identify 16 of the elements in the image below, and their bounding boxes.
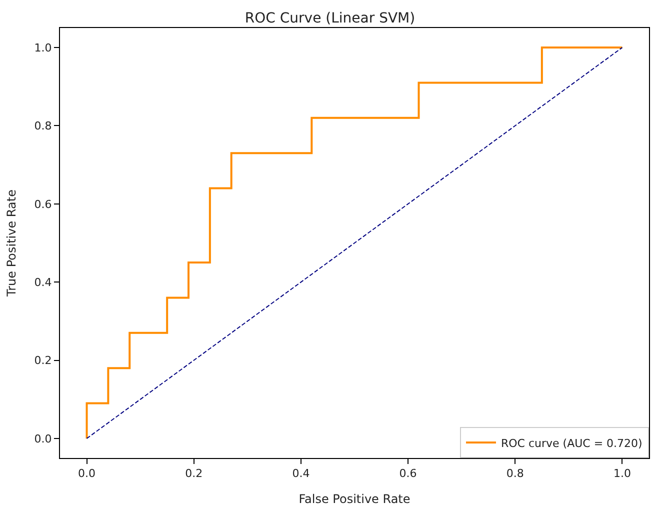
x-tick-label: 0.4 bbox=[292, 467, 310, 480]
x-tick-label: 0.6 bbox=[399, 467, 417, 480]
x-axis-title: False Positive Rate bbox=[298, 492, 410, 506]
x-tick-label: 0.2 bbox=[185, 467, 203, 480]
chart-title: ROC Curve (Linear SVM) bbox=[244, 10, 416, 27]
y-axis-title: True Positive Rate bbox=[4, 190, 19, 298]
y-tick-label: 0.8 bbox=[34, 120, 52, 133]
y-tick-label: 0.6 bbox=[34, 198, 52, 211]
y-tick-label: 0.0 bbox=[34, 432, 52, 446]
legend-label: ROC curve (AUC = 0.720) bbox=[501, 436, 642, 450]
x-tick-label: 1.0 bbox=[613, 467, 631, 480]
y-tick-label: 0.2 bbox=[34, 354, 52, 368]
y-tick-label: 1.0 bbox=[34, 41, 52, 54]
x-tick-label: 0.0 bbox=[78, 467, 96, 480]
y-tick-label: 0.4 bbox=[34, 276, 52, 289]
x-tick-label: 0.8 bbox=[506, 467, 524, 480]
